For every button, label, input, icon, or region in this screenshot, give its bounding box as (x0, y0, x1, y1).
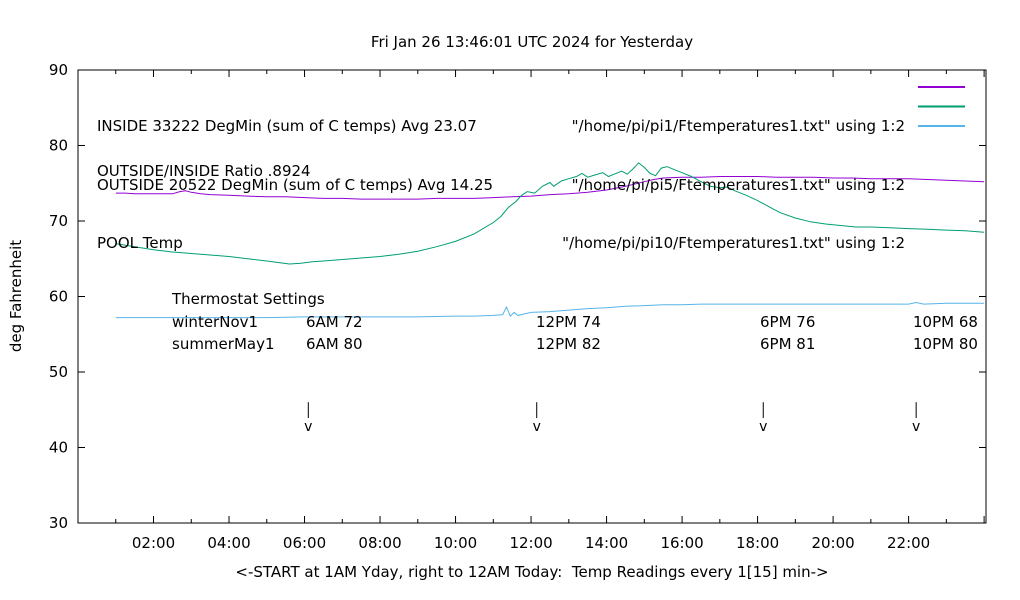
thermostat-winter-10pm: 10PM 68 (913, 313, 978, 331)
y-tick-label: 30 (49, 514, 68, 532)
thermostat-summer-name: summerMay1 (172, 335, 275, 353)
thermostat-summer-6pm: 6PM 81 (760, 335, 816, 353)
x-tick-label: 08:00 (358, 534, 401, 552)
legend-label-outside: OUTSIDE 20522 DegMin (sum of C temps) Av… (97, 175, 494, 194)
y-tick-label: 90 (49, 61, 68, 79)
legend-label-pool: POOL Temp (97, 234, 183, 252)
legend-labels: INSIDE 33222 DegMin (sum of C temps) Avg… (97, 78, 493, 293)
chart-title: Fri Jan 26 13:46:01 UTC 2024 for Yesterd… (370, 33, 694, 51)
legend-file-paths: "/home/pi/pi1/Ftemperatures1.txt" using … (400, 78, 905, 293)
thermostat-summer-10pm: 10PM 80 (913, 335, 978, 353)
schedule-arrow-head: v (304, 419, 312, 435)
x-tick-label: 06:00 (283, 534, 326, 552)
thermostat-summer-12pm: 12PM 82 (536, 335, 601, 353)
x-tick-label: 16:00 (660, 534, 703, 552)
x-tick-label: 14:00 (585, 534, 628, 552)
x-tick-label: 10:00 (434, 534, 477, 552)
x-axis-label: <-START at 1AM Yday, right to 12AM Today… (235, 563, 829, 581)
thermostat-winter-6am: 6AM 72 (306, 313, 363, 331)
x-tick-label: 04:00 (207, 534, 250, 552)
x-tick-label: 18:00 (736, 534, 779, 552)
inside-series-line (115, 176, 985, 200)
y-tick-label: 80 (49, 137, 68, 155)
thermostat-winter-6pm: 6PM 76 (760, 313, 816, 331)
thermostat-settings-title: Thermostat Settings (172, 290, 325, 308)
y-tick-label: 70 (49, 212, 68, 230)
x-tick-label: 02:00 (132, 534, 175, 552)
thermostat-summer-6am: 6AM 80 (306, 335, 363, 353)
schedule-arrow-head: v (533, 419, 541, 435)
outside-inside-ratio-annotation: OUTSIDE/INSIDE Ratio .8924 (97, 162, 311, 180)
x-tick-label: 22:00 (887, 534, 930, 552)
thermostat-winter-12pm: 12PM 74 (536, 313, 601, 331)
y-tick-label: 50 (49, 363, 68, 381)
y-tick-label: 40 (49, 439, 68, 457)
legend-file-pool: "/home/pi/pi10/Ftemperatures1.txt" using… (562, 234, 905, 252)
legend-file-outside: "/home/pi/pi5/Ftemperatures1.txt" using … (571, 175, 905, 194)
y-axis-label: deg Fahrenheit (7, 239, 25, 353)
outside-series-line (115, 162, 985, 265)
schedule-arrow-head: v (912, 419, 920, 435)
thermostat-winter-name: winterNov1 (172, 313, 259, 331)
pool-series-line (115, 301, 985, 319)
x-tick-label: 20:00 (811, 534, 854, 552)
y-tick-label: 60 (49, 288, 68, 306)
legend-file-inside: "/home/pi/pi1/Ftemperatures1.txt" using … (571, 117, 905, 135)
schedule-arrow-head: v (759, 419, 767, 435)
x-tick-label: 12:00 (509, 534, 552, 552)
legend-label-inside: INSIDE 33222 DegMin (sum of C temps) Avg… (97, 117, 477, 135)
